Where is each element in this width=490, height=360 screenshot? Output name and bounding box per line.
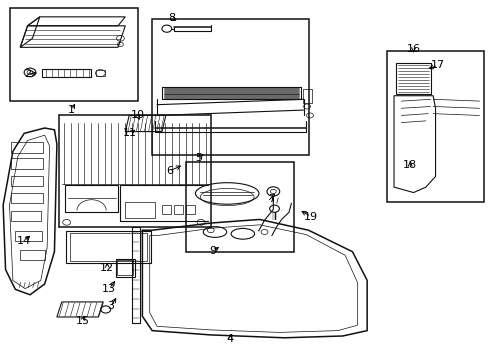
- Bar: [152, 19, 309, 155]
- Bar: [116, 259, 135, 277]
- Bar: [10, 8, 138, 101]
- Text: 5: 5: [195, 153, 202, 163]
- Bar: [396, 63, 431, 94]
- Text: 10: 10: [130, 111, 145, 121]
- Bar: [42, 69, 91, 77]
- Bar: [186, 205, 195, 214]
- Bar: [387, 51, 485, 202]
- Text: 1: 1: [68, 105, 75, 115]
- Bar: [118, 260, 133, 275]
- Bar: [66, 231, 151, 263]
- Text: 16: 16: [407, 44, 420, 54]
- Text: 3: 3: [107, 301, 114, 311]
- Text: 19: 19: [304, 212, 318, 221]
- Bar: [162, 205, 171, 214]
- Bar: [174, 205, 183, 214]
- Text: 11: 11: [123, 129, 137, 138]
- Bar: [11, 211, 41, 221]
- Text: 12: 12: [100, 263, 114, 273]
- Text: 15: 15: [76, 316, 90, 325]
- Bar: [11, 193, 43, 203]
- Text: 8: 8: [168, 13, 175, 23]
- Text: 2: 2: [24, 69, 31, 79]
- Bar: [15, 231, 42, 241]
- Bar: [11, 158, 43, 169]
- Text: 6: 6: [166, 166, 173, 176]
- Bar: [70, 233, 147, 261]
- Text: 4: 4: [227, 333, 234, 343]
- Text: 9: 9: [210, 246, 217, 256]
- Text: 14: 14: [17, 236, 31, 246]
- Bar: [303, 89, 313, 103]
- Bar: [125, 202, 155, 218]
- Text: 7: 7: [269, 194, 275, 204]
- Bar: [11, 176, 43, 186]
- Text: 13: 13: [102, 284, 116, 294]
- Bar: [186, 162, 294, 252]
- Text: 18: 18: [403, 160, 417, 170]
- Bar: [65, 185, 118, 212]
- Text: 17: 17: [431, 60, 445, 70]
- Bar: [11, 142, 43, 153]
- Bar: [20, 249, 45, 260]
- Bar: [96, 70, 105, 76]
